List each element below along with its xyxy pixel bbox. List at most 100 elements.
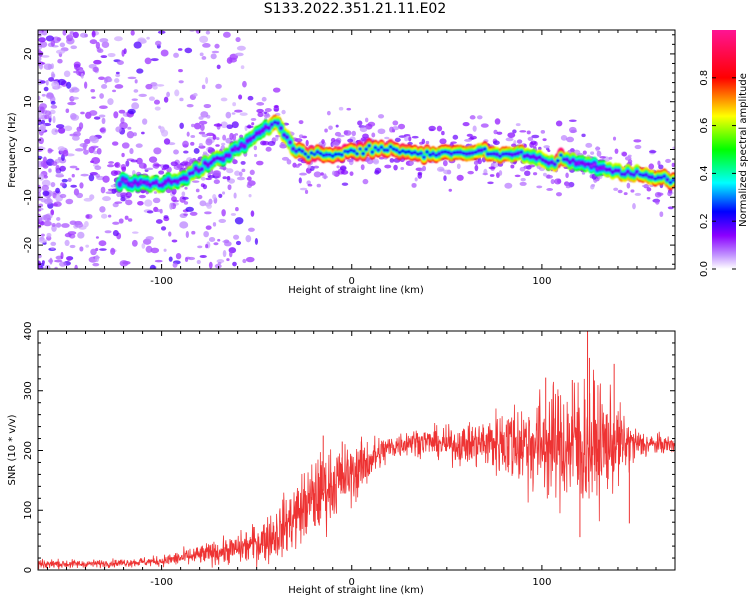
noise-patch (131, 102, 140, 110)
ridge-blob (227, 153, 232, 158)
noise-patch (50, 241, 57, 246)
halo-patch (667, 191, 672, 197)
noise-patch (154, 106, 161, 111)
halo-patch (519, 130, 527, 133)
ridge-blob (279, 126, 283, 130)
noise-patch (79, 142, 88, 148)
noise-patch (212, 134, 217, 140)
noise-patch (91, 156, 101, 165)
halo-patch (215, 144, 220, 147)
noise-patch (127, 126, 132, 130)
ridge-blob (598, 166, 603, 170)
ridge-blob (352, 149, 356, 153)
snr-xlabel: Height of straight line (km) (288, 585, 424, 596)
noise-patch (205, 138, 213, 146)
ridge-blob (434, 153, 439, 158)
noise-patch (48, 168, 52, 173)
halo-patch (466, 133, 473, 137)
noise-patch (69, 220, 77, 226)
noise-patch (44, 110, 52, 116)
halo-patch (163, 215, 169, 219)
halo-patch (394, 137, 401, 143)
noise-patch (127, 108, 136, 115)
halo-patch (482, 172, 489, 176)
ridge-blob (577, 161, 582, 165)
ridge-blob (546, 161, 551, 165)
noise-patch (102, 175, 110, 183)
ridge-blob (419, 151, 423, 156)
noise-patch (69, 244, 76, 249)
noise-patch (73, 131, 81, 137)
noise-patch (38, 37, 46, 43)
halo-patch (590, 184, 595, 190)
noise-patch (145, 245, 153, 253)
noise-patch (50, 104, 58, 109)
ridge-blob (361, 151, 366, 156)
noise-patch (119, 121, 128, 130)
ridge-blob (209, 160, 213, 165)
ridge-blob (163, 180, 168, 184)
noise-patch (72, 31, 79, 39)
noise-patch (217, 238, 221, 242)
ridge-blob (653, 177, 658, 181)
ridge-blob (276, 121, 280, 125)
halo-patch (257, 112, 264, 118)
halo-patch (612, 136, 617, 141)
halo-patch (436, 125, 443, 132)
ridge-blob (136, 182, 140, 187)
halo-patch (250, 117, 257, 121)
noise-patch (55, 49, 65, 55)
noise-patch (204, 211, 212, 215)
noise-patch (141, 131, 145, 135)
ridge-blob (248, 137, 253, 141)
ridge-blob (355, 152, 359, 156)
noise-patch (211, 50, 220, 54)
ridge-blob (236, 147, 241, 151)
ridge-blob (379, 145, 384, 149)
ridge-blob (555, 158, 560, 163)
halo-patch (295, 164, 300, 168)
noise-patch (63, 70, 71, 78)
ridge-blob (470, 151, 475, 155)
ridge-blob (479, 148, 484, 152)
noise-patch (65, 35, 70, 40)
halo-patch (654, 191, 662, 198)
noise-patch (187, 256, 196, 261)
noise-patch (90, 145, 99, 149)
noise-patch (179, 122, 184, 129)
halo-patch (299, 187, 308, 191)
halo-patch (253, 145, 257, 151)
noise-patch (78, 122, 84, 130)
ridge-blob (215, 156, 220, 160)
noise-patch (116, 191, 122, 198)
halo-patch (236, 176, 245, 181)
noise-patch (179, 221, 189, 229)
halo-patch (627, 154, 632, 158)
spectrogram-marks (38, 30, 675, 269)
noise-patch (91, 30, 96, 38)
colorbar: 0.0 0.2 0.4 0.6 0.8 Normalized spectral ampl… (699, 30, 749, 277)
halo-patch (523, 165, 530, 170)
noise-patch (117, 60, 124, 65)
halo-patch (565, 172, 569, 179)
halo-patch (336, 165, 340, 169)
halo-patch (339, 166, 347, 171)
halo-patch (515, 123, 521, 127)
noise-patch (38, 137, 44, 145)
halo-patch (540, 130, 546, 134)
noise-patch (57, 157, 62, 161)
noise-patch (43, 86, 49, 92)
noise-patch (134, 79, 138, 84)
noise-patch (205, 225, 212, 230)
ridge-blob (507, 152, 512, 156)
ridge-blob (537, 155, 542, 159)
halo-patch (130, 159, 138, 163)
ridge-blob (273, 120, 277, 124)
noise-patch (70, 184, 77, 188)
halo-patch (489, 174, 495, 177)
noise-patch (38, 239, 48, 244)
noise-patch (150, 247, 160, 254)
halo-patch (417, 171, 423, 176)
halo-patch (516, 139, 523, 144)
halo-patch (633, 139, 642, 143)
